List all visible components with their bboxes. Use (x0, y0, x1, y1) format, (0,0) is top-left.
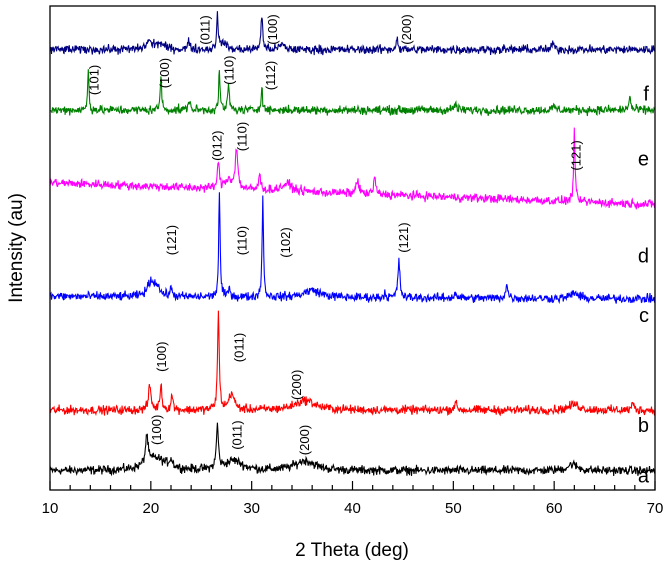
x-tick-label: 70 (647, 500, 664, 517)
series-traces (49, 11, 656, 477)
peak-annotation: (100) (265, 14, 280, 44)
peak-annotation: (012) (209, 131, 224, 161)
peak-annotation: (121) (568, 140, 583, 170)
series-f-line (49, 11, 656, 56)
peak-annotation: (102) (278, 227, 293, 257)
x-tick-label: 40 (344, 500, 361, 517)
series-label-b: b (638, 415, 649, 437)
x-tick-label: 30 (243, 500, 260, 517)
peak-annotation: (121) (164, 225, 179, 255)
peak-annotation: (100) (149, 415, 164, 445)
peak-annotation: (011) (197, 15, 212, 44)
peak-annotation: (110) (235, 226, 250, 255)
peak-annotation: (011) (232, 333, 247, 362)
series-b-line (49, 310, 656, 417)
y-axis-label: Intensity (au) (6, 193, 27, 303)
peak-annotation: (100) (157, 58, 172, 88)
series-e-line (49, 69, 656, 117)
peak-annotation: (200) (399, 14, 414, 44)
peak-annotation: (200) (289, 370, 304, 400)
series-d-line (49, 127, 656, 210)
x-tick-label: 60 (546, 500, 563, 517)
peak-annotation: (112) (263, 61, 278, 90)
series-label-f: f (643, 83, 649, 105)
peak-annotations: (100) (011) (200) (100) (011) (200) (121) (110)… (86, 14, 583, 455)
peak-annotation: (200) (297, 425, 312, 455)
peak-annotation: (121) (396, 222, 411, 252)
peak-annotation: (011) (230, 420, 245, 449)
x-tick-label: 50 (445, 500, 462, 517)
series-labels: a b c d e f (638, 83, 650, 487)
x-axis-label: 2 Theta (deg) (295, 540, 409, 561)
peak-annotation: (110) (235, 122, 250, 151)
peak-annotation: (110) (222, 56, 237, 85)
series-c-line (50, 192, 656, 305)
x-tick-label: 10 (42, 500, 59, 517)
x-tick-label: 20 (142, 500, 159, 517)
series-label-d: d (638, 246, 649, 268)
series-label-c: c (639, 305, 649, 327)
x-axis-ticks: 10 20 30 40 50 60 70 (42, 481, 664, 517)
series-a-line (49, 422, 656, 477)
series-label-e: e (638, 149, 649, 171)
plot-frame (49, 5, 656, 491)
peak-annotation: (100) (154, 342, 169, 372)
series-label-a: a (638, 466, 650, 488)
peak-annotation: (101) (86, 65, 101, 95)
